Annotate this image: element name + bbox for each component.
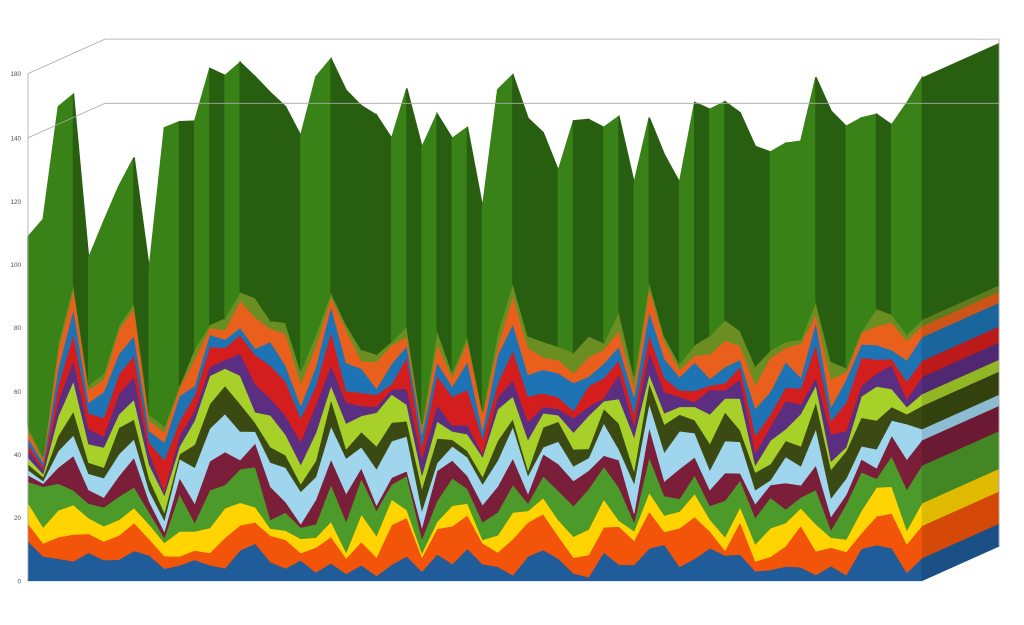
svg-text:140: 140 bbox=[10, 135, 21, 142]
svg-text:80: 80 bbox=[14, 325, 22, 332]
svg-text:120: 120 bbox=[10, 199, 21, 206]
svg-text:100: 100 bbox=[10, 262, 21, 269]
svg-text:60: 60 bbox=[14, 389, 22, 396]
svg-text:0: 0 bbox=[17, 578, 21, 585]
svg-text:20: 20 bbox=[14, 515, 22, 522]
svg-text:180: 180 bbox=[10, 71, 21, 78]
svg-text:40: 40 bbox=[14, 452, 22, 459]
